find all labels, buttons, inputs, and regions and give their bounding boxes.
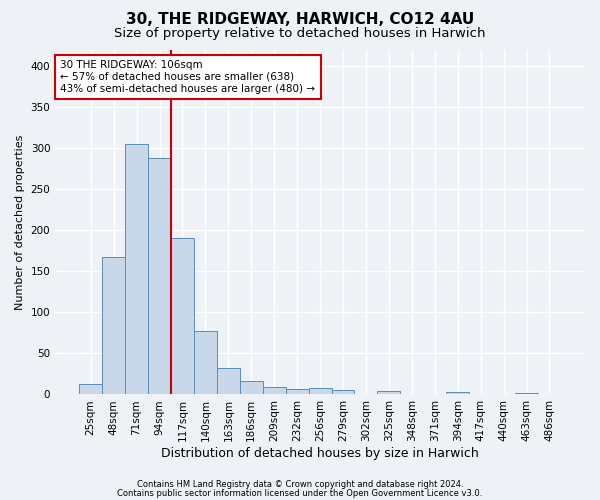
Text: Size of property relative to detached houses in Harwich: Size of property relative to detached ho… bbox=[114, 28, 486, 40]
Bar bbox=[286, 388, 308, 394]
Bar bbox=[446, 392, 469, 394]
X-axis label: Distribution of detached houses by size in Harwich: Distribution of detached houses by size … bbox=[161, 447, 479, 460]
Bar bbox=[263, 387, 286, 394]
Bar bbox=[102, 258, 125, 394]
Bar bbox=[308, 388, 332, 394]
Bar bbox=[377, 391, 400, 394]
Bar bbox=[79, 384, 102, 394]
Bar bbox=[148, 158, 171, 394]
Bar bbox=[515, 393, 538, 394]
Bar bbox=[240, 380, 263, 394]
Text: 30 THE RIDGEWAY: 106sqm
← 57% of detached houses are smaller (638)
43% of semi-d: 30 THE RIDGEWAY: 106sqm ← 57% of detache… bbox=[61, 60, 316, 94]
Bar bbox=[332, 390, 355, 394]
Bar bbox=[194, 332, 217, 394]
Text: 30, THE RIDGEWAY, HARWICH, CO12 4AU: 30, THE RIDGEWAY, HARWICH, CO12 4AU bbox=[126, 12, 474, 28]
Bar bbox=[125, 144, 148, 394]
Bar bbox=[217, 368, 240, 394]
Text: Contains HM Land Registry data © Crown copyright and database right 2024.: Contains HM Land Registry data © Crown c… bbox=[137, 480, 463, 489]
Y-axis label: Number of detached properties: Number of detached properties bbox=[15, 134, 25, 310]
Text: Contains public sector information licensed under the Open Government Licence v3: Contains public sector information licen… bbox=[118, 488, 482, 498]
Bar bbox=[171, 238, 194, 394]
